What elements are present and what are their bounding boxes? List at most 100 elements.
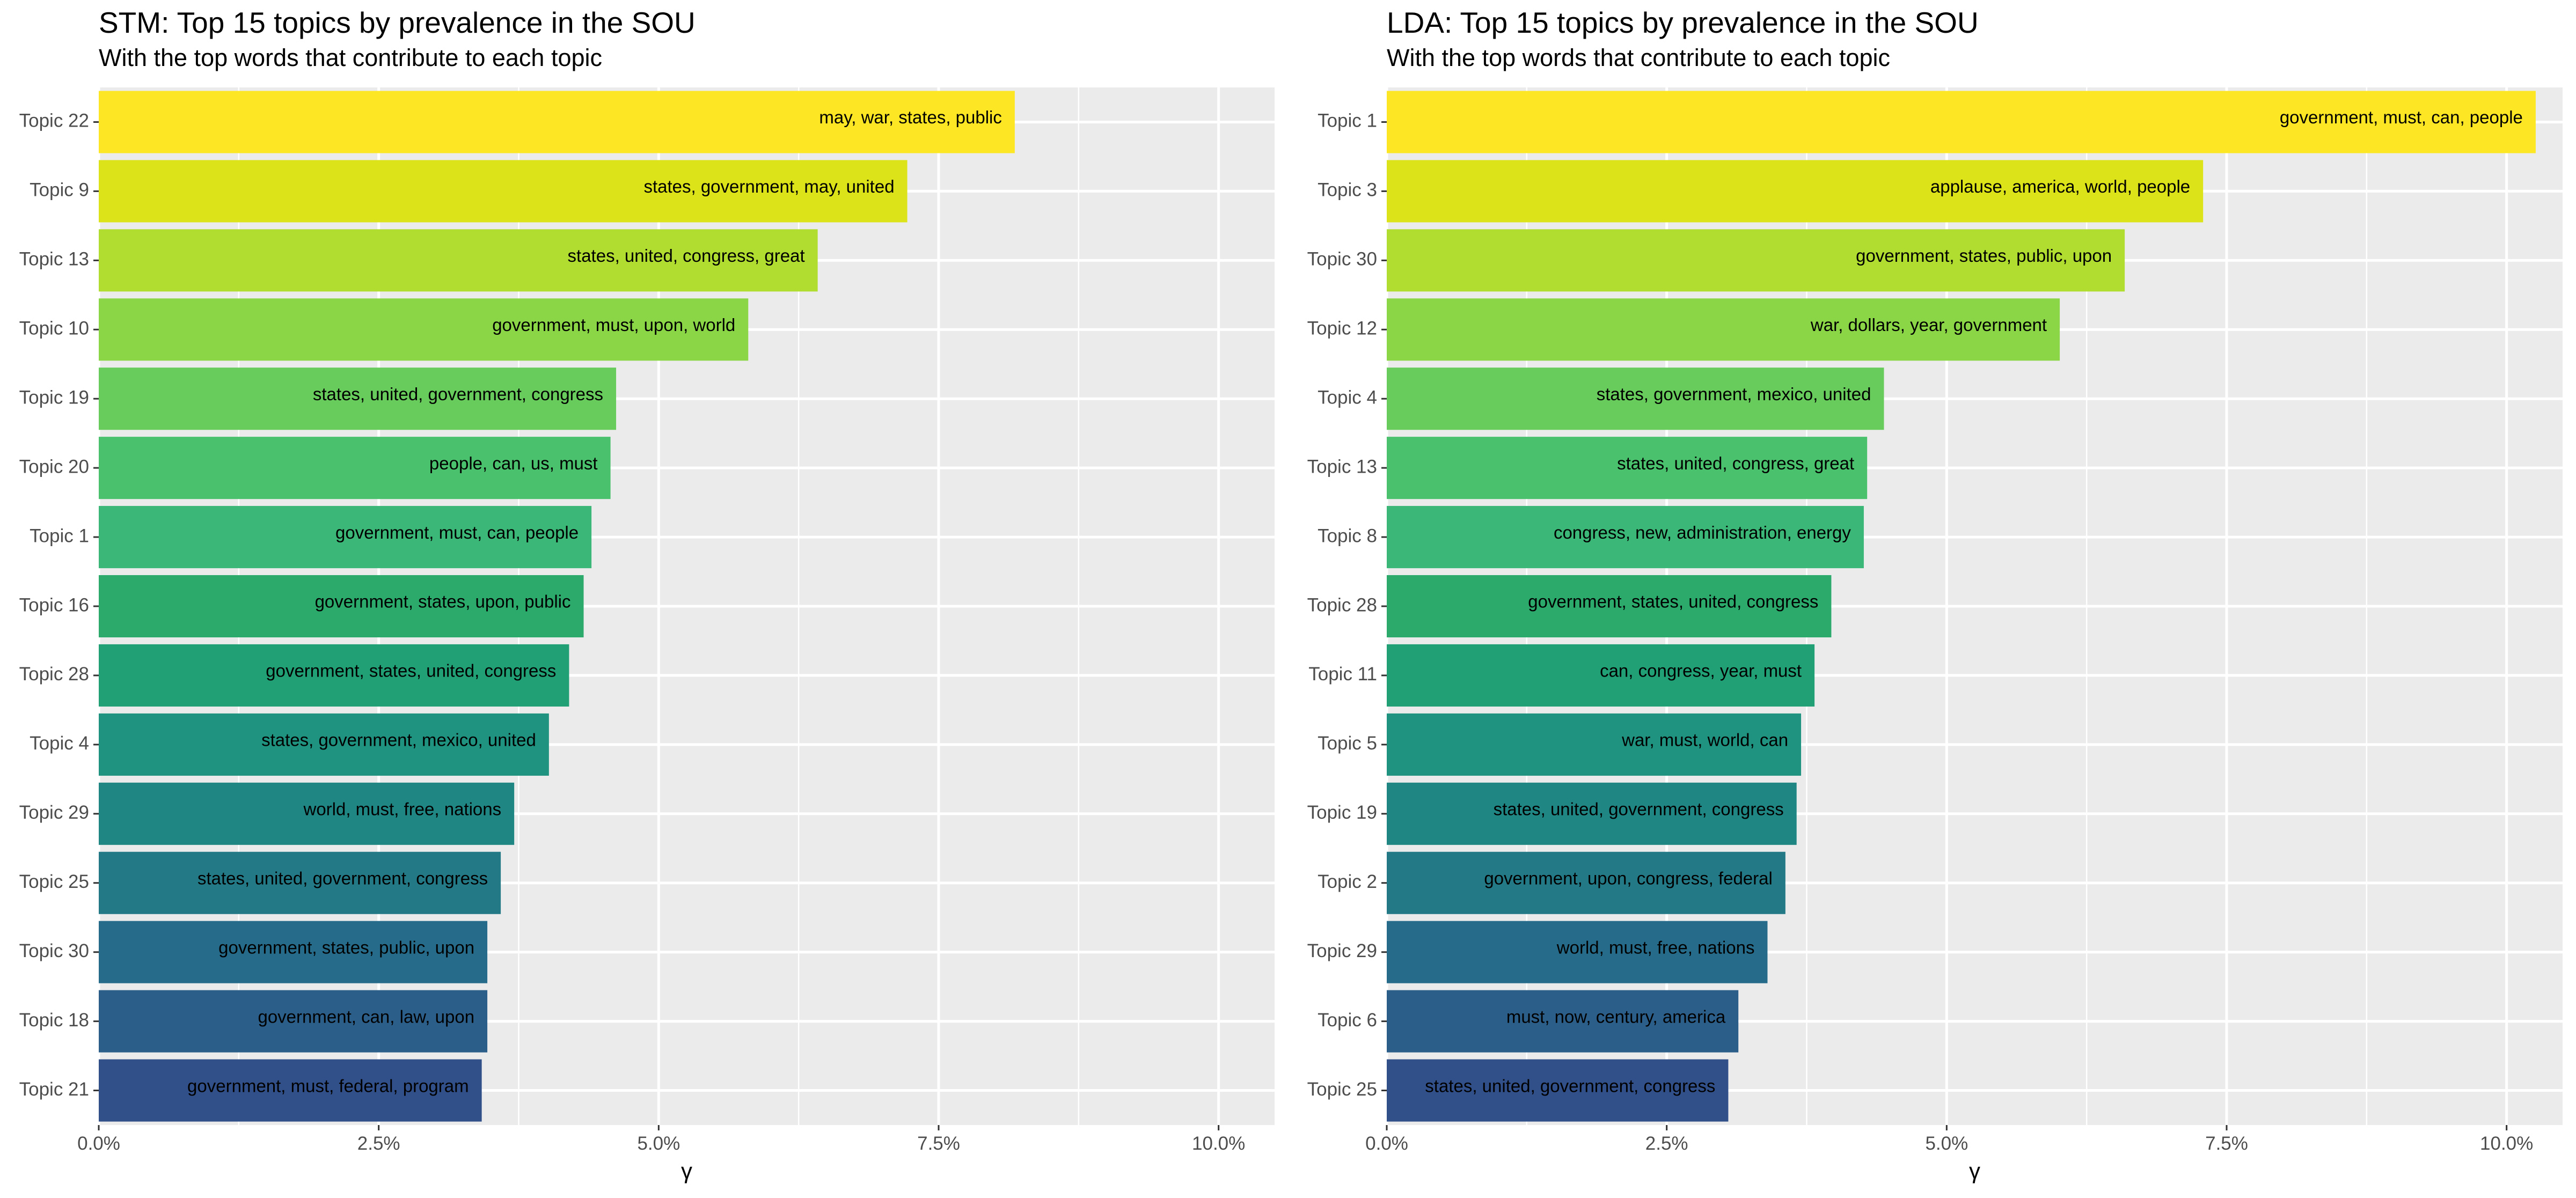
y-tick-label: Topic 13 bbox=[19, 249, 89, 270]
y-tick-label: Topic 22 bbox=[19, 111, 89, 131]
y-tick-label: Topic 29 bbox=[1307, 940, 1377, 961]
y-tick-label: Topic 8 bbox=[1318, 525, 1377, 546]
bar bbox=[99, 160, 908, 223]
bar bbox=[99, 1059, 482, 1122]
y-tick-label: Topic 20 bbox=[19, 456, 89, 477]
y-tick-label: Topic 19 bbox=[1307, 802, 1377, 823]
chart-title: STM: Top 15 topics by prevalence in the … bbox=[99, 6, 696, 39]
bar bbox=[1387, 921, 1768, 983]
bar bbox=[1387, 1059, 1729, 1122]
bar-word-label: states, government, mexico, united bbox=[1597, 384, 1871, 404]
bar-word-label: congress, new, administration, energy bbox=[1554, 523, 1851, 542]
y-tick-label: Topic 29 bbox=[19, 802, 89, 823]
y-tick-label: Topic 18 bbox=[19, 1010, 89, 1031]
bar bbox=[1387, 160, 2204, 223]
y-tick-label: Topic 10 bbox=[19, 318, 89, 339]
y-tick-label: Topic 5 bbox=[1318, 733, 1377, 754]
x-tick-label: 5.0% bbox=[637, 1133, 680, 1154]
bar-word-label: world, must, free, nations bbox=[1556, 937, 1755, 957]
bar-word-label: government, must, can, people bbox=[335, 523, 579, 542]
bar bbox=[99, 298, 749, 361]
lda-bar-chart: government, must, can, people applause, a… bbox=[1307, 87, 2563, 1184]
bar bbox=[1387, 229, 2125, 292]
y-tick-label: Topic 2 bbox=[1318, 871, 1377, 892]
lda-chart-panel: LDA: Top 15 topics by prevalence in the … bbox=[1288, 0, 2576, 1198]
y-tick-label: Topic 25 bbox=[1307, 1079, 1377, 1100]
bar bbox=[99, 713, 549, 776]
bar bbox=[99, 368, 617, 430]
bar bbox=[99, 575, 584, 638]
bar-word-label: must, now, century, america bbox=[1506, 1006, 1726, 1026]
y-tick-label: Topic 19 bbox=[19, 387, 89, 408]
x-tick-label: 0.0% bbox=[1365, 1133, 1408, 1154]
x-axis-title: γ bbox=[1969, 1158, 1980, 1184]
bar bbox=[99, 229, 818, 292]
bar bbox=[1387, 437, 1868, 499]
bar bbox=[99, 437, 611, 499]
y-tick-label: Topic 9 bbox=[30, 180, 89, 201]
stm-chart-panel: STM: Top 15 topics by prevalence in the … bbox=[19, 6, 1275, 1184]
bar-word-label: states, united, government, congress bbox=[1425, 1076, 1715, 1096]
bar-word-label: people, can, us, must bbox=[429, 453, 598, 473]
x-tick-label: 7.5% bbox=[917, 1133, 960, 1154]
bar-word-label: government, must, can, people bbox=[2280, 107, 2523, 127]
bar bbox=[1387, 368, 1884, 430]
bar bbox=[99, 91, 1015, 153]
stm-bar-chart: may, war, states, public states, governme… bbox=[19, 87, 1275, 1184]
bar bbox=[1387, 782, 1797, 845]
x-tick-label: 2.5% bbox=[1645, 1133, 1688, 1154]
bar bbox=[99, 782, 515, 845]
y-tick-label: Topic 12 bbox=[1307, 318, 1377, 339]
bar-word-label: government, states, united, congress bbox=[266, 661, 556, 681]
bar-word-label: may, war, states, public bbox=[819, 107, 1002, 127]
x-tick-label: 0.0% bbox=[77, 1133, 120, 1154]
x-tick-label: 7.5% bbox=[2205, 1133, 2248, 1154]
chart-subtitle: With the top words that contribute to ea… bbox=[99, 44, 603, 71]
bar-word-label: government, must, federal, program bbox=[187, 1076, 469, 1096]
bar bbox=[1387, 506, 1864, 569]
y-tick-label: Topic 1 bbox=[1318, 111, 1377, 131]
y-tick-label: Topic 28 bbox=[1307, 594, 1377, 615]
x-tick-label: 10.0% bbox=[1192, 1133, 1245, 1154]
y-tick-label: Topic 13 bbox=[1307, 456, 1377, 477]
bar bbox=[1387, 575, 1832, 638]
bar bbox=[1387, 91, 2536, 153]
y-tick-label: Topic 4 bbox=[30, 733, 89, 754]
bar-word-label: states, government, mexico, united bbox=[261, 730, 536, 750]
bar bbox=[1387, 298, 2060, 361]
y-tick-label: Topic 4 bbox=[1318, 387, 1377, 408]
chart-subtitle: With the top words that contribute to ea… bbox=[1387, 44, 1891, 71]
bar-word-label: states, united, government, congress bbox=[1494, 799, 1784, 819]
bar-word-label: states, united, congress, great bbox=[568, 246, 805, 266]
y-tick-label: Topic 3 bbox=[1318, 180, 1377, 201]
bar-word-label: world, must, free, nations bbox=[303, 799, 501, 819]
y-tick-label: Topic 30 bbox=[1307, 249, 1377, 270]
bar-word-label: states, united, government, congress bbox=[197, 868, 488, 888]
x-axis-title: γ bbox=[681, 1158, 692, 1184]
x-tick-label: 5.0% bbox=[1925, 1133, 1968, 1154]
bar bbox=[99, 851, 501, 914]
bar-word-label: war, must, world, can bbox=[1621, 730, 1788, 750]
y-tick-label: Topic 1 bbox=[30, 525, 89, 546]
y-tick-label: Topic 25 bbox=[19, 871, 89, 892]
y-tick-label: Topic 21 bbox=[19, 1079, 89, 1100]
y-tick-label: Topic 28 bbox=[19, 664, 89, 685]
bar-word-label: can, congress, year, must bbox=[1600, 661, 1802, 681]
bar-word-label: war, dollars, year, government bbox=[1810, 315, 2047, 335]
x-tick-label: 2.5% bbox=[357, 1133, 400, 1154]
bar-word-label: government, states, upon, public bbox=[315, 592, 571, 612]
bar bbox=[99, 921, 488, 983]
bar-word-label: government, states, public, upon bbox=[218, 937, 474, 957]
bar-word-label: government, states, united, congress bbox=[1528, 592, 1818, 612]
bar-word-label: states, united, government, congress bbox=[313, 384, 603, 404]
x-tick-label: 10.0% bbox=[2480, 1133, 2533, 1154]
bar bbox=[1387, 713, 1802, 776]
bar-word-label: states, government, may, united bbox=[643, 177, 894, 196]
bar bbox=[1387, 851, 1785, 914]
bar-word-label: government, must, upon, world bbox=[492, 315, 735, 335]
bar bbox=[99, 990, 488, 1053]
bar-word-label: applause, america, world, people bbox=[1930, 177, 2190, 196]
bar bbox=[99, 644, 569, 707]
bar bbox=[1387, 644, 1815, 707]
y-tick-label: Topic 11 bbox=[1308, 664, 1377, 685]
